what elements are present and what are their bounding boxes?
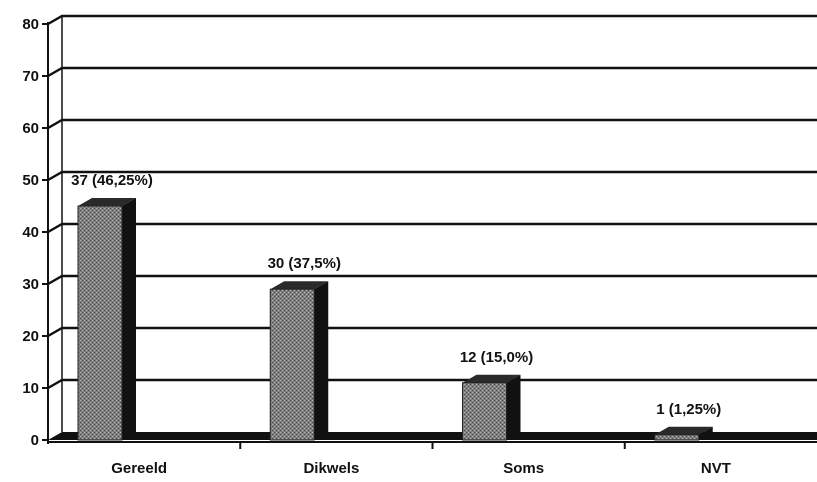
y-tick-label: 50 <box>22 172 39 189</box>
bar-gereeld <box>77 205 123 441</box>
data-label-nvt: 1 (1,25%) <box>656 401 721 418</box>
bar-top-nvt <box>654 426 713 435</box>
y-tick-label: 70 <box>22 68 39 85</box>
bar-side-nvt <box>698 426 713 440</box>
x-tick-label-soms: Soms <box>503 460 544 477</box>
bar-top-gereeld <box>78 198 136 206</box>
gridline-50 <box>47 170 817 182</box>
y-tick-label: 40 <box>22 224 39 241</box>
gridline-10 <box>47 378 817 390</box>
data-label-dikwels: 30 (37,5%) <box>268 255 341 272</box>
gridline-20 <box>47 326 817 338</box>
floor <box>48 432 817 440</box>
gridline-30 <box>47 274 817 286</box>
bar-soms <box>462 382 507 441</box>
y-tick-label: 60 <box>22 120 39 137</box>
gridline-80 <box>47 14 817 26</box>
data-label-gereeld: 37 (46,25%) <box>71 172 153 189</box>
bar-nvt <box>654 434 700 441</box>
gridline-70 <box>47 66 817 78</box>
bar-top-soms <box>462 374 521 383</box>
gridline-40 <box>47 222 817 234</box>
bar-dikwels <box>269 288 315 441</box>
bar-side-gereeld <box>122 198 136 440</box>
y-tick-label: 80 <box>22 16 39 33</box>
gridlines <box>47 14 817 390</box>
y-tick-label: 10 <box>22 380 39 397</box>
data-label-soms: 12 (15,0%) <box>460 349 533 366</box>
x-tick-label-nvt: NVT <box>701 460 731 477</box>
bar-side-dikwels <box>314 281 329 440</box>
x-tick-label-dikwels: Dikwels <box>303 460 359 477</box>
y-tick-label: 30 <box>22 276 39 293</box>
bar-top-dikwels <box>270 281 329 290</box>
y-tick-label: 0 <box>31 432 39 449</box>
x-tick-label-gereeld: Gereeld <box>111 460 167 477</box>
bars <box>77 198 713 441</box>
bar-side-soms <box>506 374 521 440</box>
gridline-60 <box>47 118 817 130</box>
axes <box>42 16 817 449</box>
labels: 0 10 20 30 40 50 60 70 80 37 (46,25%) Gereeld 30 (3… <box>22 16 731 477</box>
y-tick-label: 20 <box>22 328 39 345</box>
